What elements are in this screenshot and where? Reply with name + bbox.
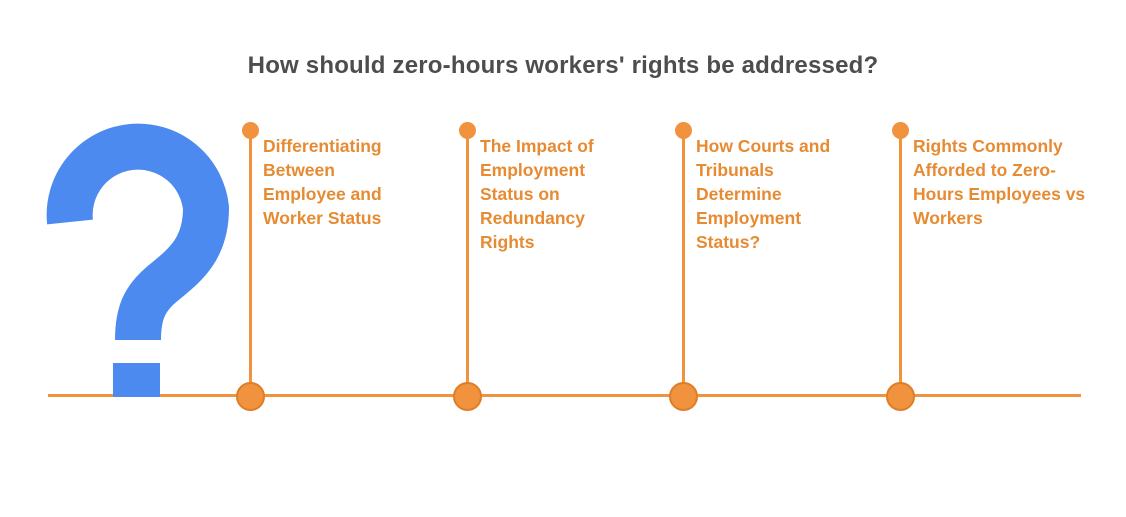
timeline-node-top-icon (458, 122, 476, 139)
timeline-item: The Impact of Employment Status on Redun… (452, 0, 594, 517)
timeline-node-top-icon (241, 122, 259, 139)
timeline-connector-line (248, 130, 252, 396)
timeline-connector-line (898, 130, 902, 396)
question-mark-dot (113, 363, 160, 397)
timeline-node-bottom-icon (452, 382, 482, 411)
timeline-node-bottom-icon (668, 382, 698, 411)
timeline-node-bottom-icon (885, 382, 915, 411)
timeline-item-label: Rights Commonly Afforded to Zero- Hours … (913, 136, 1086, 228)
timeline-item: Differentiating Between Employee and Wor… (235, 0, 382, 517)
timeline-baseline (48, 394, 1081, 397)
timeline-node-top-icon (674, 122, 692, 139)
timeline-item-label: How Courts and Tribunals Determine Emplo… (696, 136, 831, 252)
timeline-node-bottom-icon (235, 382, 265, 411)
timeline-item: How Courts and Tribunals Determine Emplo… (668, 0, 830, 517)
timeline-item-label: Differentiating Between Employee and Wor… (263, 136, 382, 228)
page-title: How should zero-hours workers' rights be… (247, 52, 879, 79)
timeline-item: Rights Commonly Afforded to Zero- Hours … (885, 0, 1085, 517)
timeline-connector-line (681, 130, 685, 396)
timeline-item-label: The Impact of Employment Status on Redun… (480, 136, 594, 252)
timeline-connector-line (465, 130, 469, 396)
timeline-node-top-icon (891, 122, 909, 139)
question-mark-icon (46, 123, 230, 341)
